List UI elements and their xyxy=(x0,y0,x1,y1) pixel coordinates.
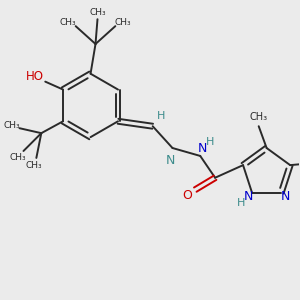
Text: CH₃: CH₃ xyxy=(115,18,132,27)
Text: O: O xyxy=(182,189,192,202)
Text: CH₃: CH₃ xyxy=(3,121,20,130)
Text: N: N xyxy=(197,142,207,154)
Text: HO: HO xyxy=(26,70,44,83)
Text: CH₃: CH₃ xyxy=(59,18,76,27)
Text: CH₃: CH₃ xyxy=(250,112,268,122)
Text: N: N xyxy=(243,190,253,203)
Text: CH₃: CH₃ xyxy=(25,161,42,170)
Text: H: H xyxy=(156,111,165,121)
Text: H: H xyxy=(237,198,245,208)
Text: N: N xyxy=(166,154,175,167)
Text: CH₃: CH₃ xyxy=(89,8,106,17)
Text: N: N xyxy=(280,190,290,203)
Text: H: H xyxy=(206,137,214,147)
Text: CH₃: CH₃ xyxy=(9,153,26,162)
